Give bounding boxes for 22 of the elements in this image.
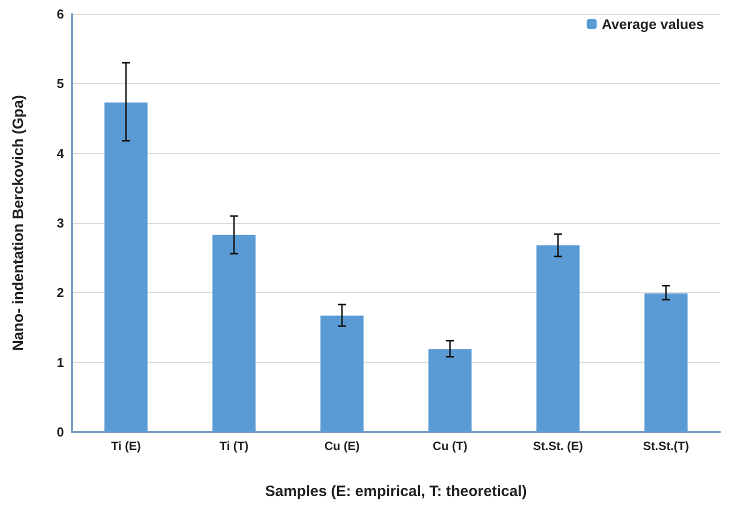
x-tick-label: Ti (E) (111, 439, 141, 453)
x-tick-label: Cu (E) (324, 439, 360, 453)
x-tick-label: St.St. (E) (533, 439, 583, 453)
x-tick-label: Ti (T) (219, 439, 249, 453)
y-tick-label: 0 (56, 424, 64, 440)
y-tick-label: 6 (56, 6, 64, 22)
bar (104, 102, 148, 432)
x-tick-label: Cu (T) (432, 439, 468, 453)
y-axis-title: Nano- indentation Berckovich (Gpa) (10, 95, 27, 351)
y-tick-label: 4 (56, 146, 65, 161)
bar (212, 234, 256, 432)
y-tick-label: 2 (56, 285, 64, 300)
legend-label: Average values (602, 16, 704, 32)
y-tick-label: 5 (56, 76, 64, 92)
x-axis-title: Samples (E: empirical, T: theoretical) (265, 483, 527, 500)
y-tick-label: 3 (56, 216, 64, 230)
bar (644, 293, 688, 432)
x-tick-label: St.St.(T) (643, 439, 689, 453)
y-tick-label: 1 (56, 354, 64, 370)
bar (536, 245, 580, 432)
bar (320, 316, 364, 432)
bar (428, 349, 472, 432)
